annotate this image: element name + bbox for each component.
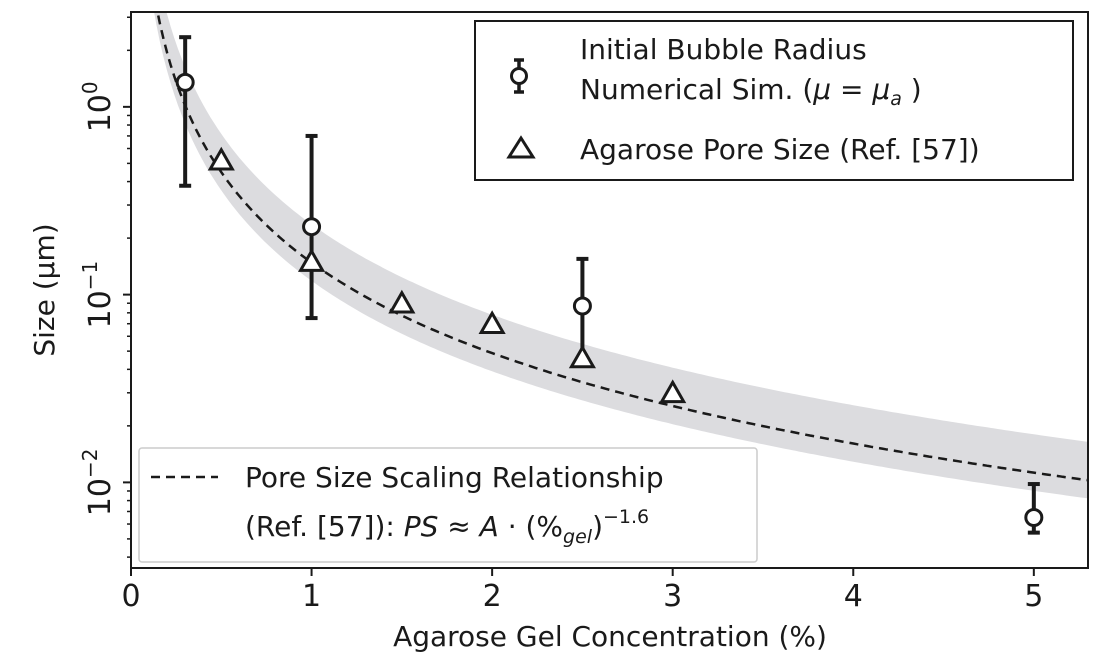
scaling-uncertainty-band <box>154 12 1088 499</box>
y-tick-label-1: 10−1 <box>78 261 118 329</box>
pore-size-triangle-4 <box>568 344 596 369</box>
x-tick-label-5: 5 <box>1024 579 1043 614</box>
x-axis-title: Agarose Gel Concentration (%) <box>393 620 827 653</box>
legend-triangle-icon <box>506 135 536 159</box>
pore-size-triangle-3 <box>478 310 506 335</box>
legend-scaling-line1: Pore Size Scaling Relationship <box>245 461 664 494</box>
y-tick-text-2: 10−2 <box>78 449 118 517</box>
legend-pore-size-label: Agarose Pore Size (Ref. [57]) <box>580 133 980 166</box>
x-axis-ticks: 0 1 2 3 4 5 <box>121 568 1043 614</box>
pore-size-triangle-1 <box>297 248 326 272</box>
confidence-band-layer <box>154 12 1088 499</box>
legend-circle-errorbar-icon <box>510 58 528 94</box>
y-axis-ticks: 100 10−1 10−2 <box>78 16 131 558</box>
y-tick-text-1: 10−1 <box>78 261 118 329</box>
x-tick-label-2: 2 <box>483 579 502 614</box>
pore-size-triangle-2 <box>388 289 416 314</box>
x-tick-label-4: 4 <box>844 579 863 614</box>
legend-bubble-line2: Numerical Sim. (μ = μa ) <box>580 73 922 110</box>
y-tick-label-2: 10−2 <box>78 449 118 517</box>
x-tick-label-0: 0 <box>121 579 140 614</box>
legend-top: Initial Bubble Radius Numerical Sim. (μ … <box>474 20 1074 181</box>
scaling-curve-layer <box>156 12 1088 482</box>
pore-size-triangle-0 <box>207 146 235 171</box>
legend-bottom-frame <box>138 447 758 563</box>
bubble-radius-point-1 <box>302 217 322 237</box>
bubble-radius-point-3 <box>1024 508 1044 528</box>
y-tick-label-0: 100 <box>78 81 118 132</box>
legend-scaling-line2: (Ref. [57]): PS ≈ A · (%gel)−1.6 <box>245 506 649 548</box>
bubble-radius-point-0 <box>175 72 195 92</box>
marker-layer <box>175 72 1044 528</box>
bubble-radius-point-2 <box>572 296 592 316</box>
pore-size-triangle-5 <box>659 379 687 404</box>
legend-bubble-line1: Initial Bubble Radius <box>580 33 867 66</box>
plot-frame <box>130 11 1089 569</box>
y-tick-text-0: 100 <box>78 81 118 132</box>
x-tick-label-3: 3 <box>663 579 682 614</box>
scaling-relationship-curve <box>156 12 1088 482</box>
x-tick-label-1: 1 <box>302 579 321 614</box>
y-axis-title: Size (μm) <box>28 223 61 356</box>
legend-top-frame <box>474 20 1074 181</box>
legend-bottom: Pore Size Scaling Relationship (Ref. [57… <box>138 447 758 563</box>
